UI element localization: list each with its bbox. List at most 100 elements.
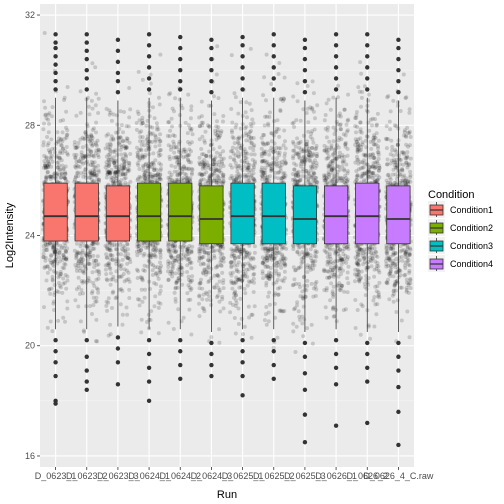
- jitter-point: [278, 108, 283, 112]
- jitter-point: [296, 266, 301, 271]
- jitter-point: [279, 309, 284, 314]
- jitter-point: [207, 175, 211, 180]
- jitter-point: [251, 167, 256, 172]
- jitter-point: [139, 317, 144, 322]
- jitter-point: [242, 153, 246, 158]
- jitter-point: [212, 285, 217, 290]
- jitter-point: [260, 246, 265, 251]
- jitter-point: [143, 179, 148, 184]
- jitter-point: [122, 162, 127, 167]
- jitter-point: [88, 169, 93, 174]
- jitter-point: [189, 126, 194, 131]
- jitter-point: [43, 162, 48, 167]
- jitter-point: [73, 156, 78, 161]
- jitter-point: [139, 148, 144, 153]
- jitter-point: [251, 163, 256, 168]
- jitter-point: [206, 263, 211, 268]
- jitter-point: [235, 263, 240, 268]
- jitter-point: [159, 177, 163, 182]
- jitter-point: [86, 104, 91, 109]
- jitter-point: [96, 148, 101, 152]
- jitter-point: [185, 257, 190, 262]
- jitter-point: [140, 154, 144, 159]
- jitter-point: [58, 269, 63, 274]
- jitter-point: [168, 271, 173, 276]
- jitter-point: [109, 157, 114, 162]
- jitter-point: [187, 177, 192, 182]
- jitter-point: [267, 161, 272, 166]
- jitter-point: [73, 175, 78, 180]
- jitter-point: [113, 148, 118, 153]
- jitter-point: [41, 143, 46, 148]
- jitter-point: [145, 243, 150, 248]
- jitter-point: [291, 321, 296, 326]
- jitter-point: [177, 139, 182, 144]
- jitter-point: [149, 253, 154, 258]
- jitter-point: [232, 248, 237, 253]
- jitter-point: [283, 146, 288, 151]
- jitter-point: [166, 259, 171, 264]
- jitter-point: [280, 159, 285, 164]
- jitter-point: [291, 139, 295, 144]
- jitter-point: [183, 149, 188, 154]
- jitter-point: [78, 251, 83, 256]
- jitter-point: [77, 159, 82, 164]
- jitter-point: [232, 158, 237, 163]
- jitter-point: [185, 249, 190, 254]
- jitter-point: [215, 264, 220, 269]
- jitter-point: [158, 252, 163, 257]
- jitter-point: [212, 94, 216, 99]
- jitter-point: [123, 172, 128, 176]
- jitter-point: [104, 163, 109, 168]
- jitter-point: [123, 175, 128, 180]
- jitter-point: [80, 161, 85, 166]
- jitter-point: [153, 158, 158, 163]
- jitter-point: [82, 271, 87, 275]
- jitter-point: [171, 139, 176, 144]
- jitter-point: [179, 319, 184, 324]
- jitter-point: [189, 108, 194, 113]
- jitter-point: [249, 312, 254, 317]
- jitter-point: [89, 243, 94, 248]
- jitter-point: [85, 244, 90, 249]
- jitter-point: [252, 264, 257, 269]
- jitter-point: [170, 269, 174, 274]
- jitter-point: [235, 175, 239, 180]
- jitter-point: [121, 244, 126, 248]
- jitter-point: [217, 169, 222, 174]
- jitter-point: [231, 179, 236, 184]
- jitter-point: [216, 248, 221, 253]
- jitter-point: [266, 272, 271, 277]
- jitter-point: [229, 107, 234, 111]
- jitter-point: [42, 153, 47, 158]
- jitter-point: [44, 156, 49, 161]
- jitter-point: [42, 99, 46, 104]
- jitter-point: [181, 240, 186, 245]
- jitter-point: [174, 177, 179, 182]
- jitter-point: [156, 276, 161, 281]
- jitter-point: [202, 164, 207, 169]
- jitter-point: [240, 278, 244, 283]
- jitter-point: [269, 145, 274, 150]
- jitter-point: [147, 164, 152, 169]
- jitter-point: [216, 125, 221, 129]
- jitter-point: [241, 332, 245, 337]
- jitter-point: [232, 253, 237, 258]
- jitter-point: [246, 179, 251, 183]
- jitter-point: [312, 171, 317, 176]
- jitter-point: [197, 251, 202, 256]
- jitter-point: [95, 339, 100, 344]
- jitter-point: [50, 329, 55, 334]
- jitter-point: [121, 159, 126, 164]
- jitter-point: [199, 147, 204, 151]
- jitter-point: [119, 123, 124, 128]
- jitter-point: [203, 250, 207, 255]
- jitter-point: [244, 124, 249, 129]
- jitter-point: [206, 265, 211, 270]
- jitter-point: [216, 162, 221, 167]
- jitter-point: [221, 119, 225, 124]
- jitter-point: [126, 256, 131, 260]
- jitter-point: [92, 164, 97, 169]
- jitter-point: [304, 111, 309, 115]
- jitter-point: [200, 166, 205, 171]
